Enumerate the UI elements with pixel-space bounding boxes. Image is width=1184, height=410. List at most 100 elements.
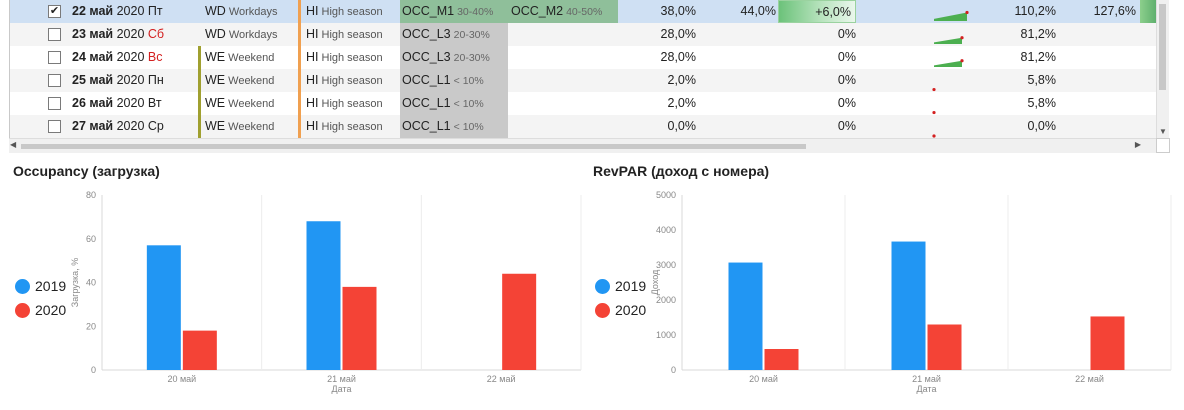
daytype-code: WE — [205, 73, 226, 87]
revpar-legend: 2019 2020 — [595, 274, 646, 322]
season-cell: HI High season — [302, 92, 400, 115]
forecast-level-cell — [508, 23, 618, 46]
row-checkbox[interactable]: ✔ — [48, 5, 61, 18]
bar-2019-20-май — [146, 245, 181, 370]
daytype-text: Weekend — [228, 75, 275, 87]
row-checkbox[interactable] — [48, 97, 61, 110]
daytype-code: WD — [205, 27, 226, 41]
season-text: High season — [321, 75, 383, 87]
sparkline-area — [934, 37, 962, 44]
occupancy-level-code: OCC_L3 — [402, 50, 451, 64]
vertical-scrollbar[interactable]: ▼ — [1156, 0, 1169, 138]
row-checkbox[interactable] — [48, 74, 61, 87]
daytype-cell: WD Workdays — [196, 23, 302, 46]
occupancy-level-cell: OCC_M1 30-40% — [400, 0, 508, 23]
table-row[interactable]: 25 май 2020 Пн WE Weekend HI High season OCC_… — [10, 69, 1156, 92]
forecast-value — [696, 23, 776, 46]
difference-value: 0% — [837, 73, 856, 87]
difference-value: 0% — [837, 96, 856, 110]
season-cell: HI High season — [302, 69, 400, 92]
occupancy-legend: 2019 2020 — [15, 274, 66, 322]
occupancy-level-cell: OCC_L3 20-30% — [400, 46, 508, 69]
legend-item-2019[interactable]: 2019 — [15, 274, 66, 298]
sparkline — [928, 23, 972, 46]
daytype-text: Weekend — [228, 121, 275, 133]
forecast-level-cell: OCC_M2 40-50% — [508, 0, 618, 23]
x-tick-label: 20 май — [749, 374, 778, 384]
index-forecast-value — [1056, 46, 1136, 69]
sparkline — [928, 115, 972, 138]
forecast-value — [696, 92, 776, 115]
difference-value: 0% — [837, 27, 856, 41]
table-row[interactable]: 26 май 2020 Вт WE Weekend HI High season OCC_… — [10, 92, 1156, 115]
daytype-cell: WE Weekend — [196, 92, 302, 115]
daytype-text: Weekend — [228, 52, 275, 64]
scroll-right-icon[interactable]: ▶ — [1134, 140, 1141, 149]
vertical-scroll-thumb[interactable] — [1159, 4, 1166, 90]
index-value: 110,2% — [1014, 4, 1056, 18]
row-checkbox[interactable] — [48, 120, 61, 133]
scroll-left-icon[interactable]: ◀ — [10, 140, 17, 149]
difference-value: 0% — [837, 50, 856, 64]
horizontal-scrollbar[interactable]: ◀ ▶ — [9, 138, 1156, 153]
season-code: HI — [306, 73, 319, 87]
sparkline — [928, 0, 972, 23]
row-checkbox[interactable] — [48, 51, 61, 64]
date-day: 24 май — [72, 50, 114, 64]
legend-item-2020[interactable]: 2020 — [15, 298, 66, 322]
daytype-cell: WE Weekend — [196, 115, 302, 138]
horizontal-scroll-thumb[interactable] — [21, 144, 806, 149]
date-cell: 22 май 2020 Пт — [72, 0, 196, 23]
daytype-color-bar — [198, 92, 201, 115]
bar-2020-20-май — [182, 330, 217, 370]
season-cell: HI High season — [302, 115, 400, 138]
forecast-value — [696, 115, 776, 138]
legend-dot-2020 — [595, 302, 610, 318]
sparkline — [928, 92, 972, 115]
legend-dot-2020 — [15, 302, 30, 318]
occupancy-level-code: OCC_L1 — [402, 119, 451, 133]
date-cell: 25 май 2020 Пн — [72, 69, 196, 92]
row-checkbox[interactable] — [48, 28, 61, 41]
season-code: HI — [306, 96, 319, 110]
occupancy-level-range: 20-30% — [453, 29, 490, 41]
index-forecast-value — [1056, 92, 1136, 115]
season-color-bar — [298, 23, 301, 46]
occupancy-value: 38,0% — [660, 4, 696, 18]
season-code: HI — [306, 119, 319, 133]
daytype-text: Workdays — [228, 6, 278, 18]
table-row[interactable]: 24 май 2020 Вс WE Weekend HI High season OCC_… — [10, 46, 1156, 69]
occupancy-level-code: OCC_L1 — [402, 96, 451, 110]
table-row[interactable]: 23 май 2020 Сб WD Workdays HI High season OCC… — [10, 23, 1156, 46]
table-row[interactable]: 27 май 2020 Ср WE Weekend HI High season OCC_… — [10, 115, 1156, 138]
date-cell: 24 май 2020 Вс — [72, 46, 196, 69]
y-tick-label: 20 — [86, 321, 96, 331]
scroll-down-icon[interactable]: ▼ — [1159, 127, 1167, 136]
y-tick-label: 1000 — [656, 330, 676, 340]
season-code: HI — [306, 27, 319, 41]
legend-item-2019[interactable]: 2019 — [595, 274, 646, 298]
occupancy-chart-title: Occupancy (загрузка) — [13, 163, 160, 179]
date-cell: 23 май 2020 Сб — [72, 23, 196, 46]
y-axis-label: Загрузка, % — [70, 258, 80, 307]
index-forecast-value — [1056, 23, 1136, 46]
occupancy-level-cell: OCC_L1 < 10% — [400, 115, 508, 138]
y-tick-label: 4000 — [656, 225, 676, 235]
legend-item-2020[interactable]: 2020 — [595, 298, 646, 322]
season-text: High season — [321, 121, 383, 133]
season-color-bar — [298, 46, 301, 69]
x-tick-label: 21 май — [912, 374, 941, 384]
season-color-bar — [298, 115, 301, 138]
table-row[interactable]: ✔ 22 май 2020 Пт WD Workdays HI High season OC… — [10, 0, 1156, 23]
season-color-bar — [298, 92, 301, 115]
forecast-level-cell — [508, 46, 618, 69]
sparkline-marker — [960, 36, 964, 40]
legend-label-2019: 2019 — [35, 278, 67, 294]
date-weekday: Сб — [147, 27, 165, 41]
season-text: High season — [321, 29, 383, 41]
revpar-chart: 0 1000 2000 3000 4000 5000 20 май 21 май 22 май Д… — [650, 190, 1172, 394]
index-value: 5,8% — [1027, 96, 1057, 110]
sparkline — [928, 69, 972, 92]
daytype-code: WE — [205, 50, 226, 64]
x-axis-label: Дата — [332, 384, 352, 394]
